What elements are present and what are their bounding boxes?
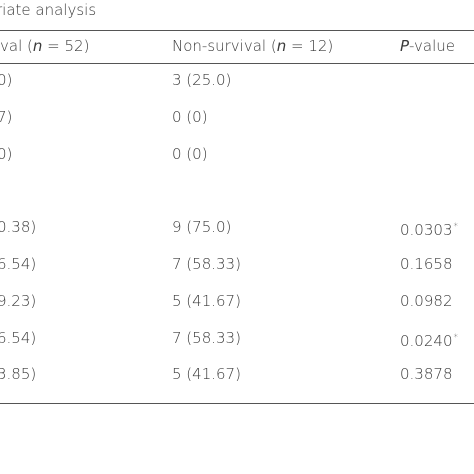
header-italic: P [400, 37, 410, 55]
table-cell: 9.23) [0, 291, 37, 310]
header-text: = 52) [42, 37, 90, 55]
table-cell: 5 (41.67) [172, 291, 241, 310]
header-cell: Non-survival (n = 12) [172, 37, 333, 55]
table-cell: 0.0982 [400, 292, 453, 310]
table-cell: 3.85) [0, 365, 37, 384]
caption: riate analysis [0, 1, 97, 19]
significance-mark: * [453, 222, 459, 233]
table-cell: 0 (0) [172, 144, 208, 163]
table-cell: 0.38) [0, 218, 37, 237]
table-cell: 5 (41.67) [172, 365, 241, 384]
table-cell: 6.54) [0, 255, 37, 273]
table-cell: 0.3878 [400, 365, 453, 383]
p-value: 0.0982 [400, 291, 453, 310]
header-italic: n [276, 37, 287, 55]
header-rule [0, 63, 474, 64]
table-cell: 0.0303* [400, 218, 458, 239]
table-cell: 6.54) [0, 328, 37, 347]
table-cell: 0.0240* [400, 329, 458, 350]
table-cell: 3 (25.0) [172, 71, 232, 89]
header-italic: n [32, 37, 43, 55]
header-text: Non-survival ( [172, 37, 277, 55]
p-value: 0.0240 [400, 331, 453, 350]
header-text: val ( [0, 37, 33, 55]
header-cell: P-value [400, 37, 455, 55]
p-value: 0.3878 [400, 365, 453, 384]
top-rule [0, 30, 474, 31]
p-value: 0.1658 [400, 255, 453, 273]
p-value: 0.0303 [400, 221, 453, 240]
bottom-rule [0, 403, 474, 404]
table-cell: 0 (0) [172, 107, 208, 126]
table-cell: 0) [0, 144, 13, 163]
table-cell: 0) [0, 71, 13, 89]
table-cell: 7 (58.33) [172, 328, 241, 347]
table-cell: 9 (75.0) [172, 218, 232, 237]
table-cell: 7) [0, 107, 13, 126]
header-text: -value [409, 37, 456, 55]
header-cell: val (n = 52) [0, 37, 89, 55]
table-cell: 0.1658 [400, 255, 453, 273]
table-cell: 7 (58.33) [172, 255, 241, 273]
header-text: = 12) [286, 37, 334, 55]
significance-mark: * [453, 332, 459, 343]
